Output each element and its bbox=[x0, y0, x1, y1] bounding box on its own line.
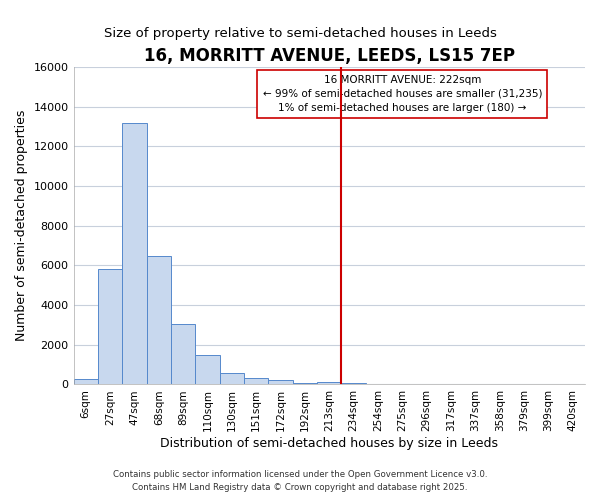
Bar bbox=[244, 378, 268, 384]
Text: Contains HM Land Registry data © Crown copyright and database right 2025.: Contains HM Land Registry data © Crown c… bbox=[132, 484, 468, 492]
Bar bbox=[268, 380, 293, 384]
X-axis label: Distribution of semi-detached houses by size in Leeds: Distribution of semi-detached houses by … bbox=[160, 437, 498, 450]
Text: 16 MORRITT AVENUE: 222sqm
← 99% of semi-detached houses are smaller (31,235)
1% : 16 MORRITT AVENUE: 222sqm ← 99% of semi-… bbox=[263, 75, 542, 113]
Bar bbox=[317, 382, 341, 384]
Bar bbox=[220, 372, 244, 384]
Bar bbox=[171, 324, 196, 384]
Bar bbox=[196, 355, 220, 384]
Bar bbox=[293, 383, 317, 384]
Bar bbox=[98, 270, 122, 384]
Text: Contains public sector information licensed under the Open Government Licence v3: Contains public sector information licen… bbox=[113, 470, 487, 479]
Bar bbox=[122, 122, 146, 384]
Title: 16, MORRITT AVENUE, LEEDS, LS15 7EP: 16, MORRITT AVENUE, LEEDS, LS15 7EP bbox=[144, 48, 515, 66]
Text: Size of property relative to semi-detached houses in Leeds: Size of property relative to semi-detach… bbox=[104, 28, 496, 40]
Bar bbox=[146, 256, 171, 384]
Y-axis label: Number of semi-detached properties: Number of semi-detached properties bbox=[15, 110, 28, 342]
Bar bbox=[74, 378, 98, 384]
